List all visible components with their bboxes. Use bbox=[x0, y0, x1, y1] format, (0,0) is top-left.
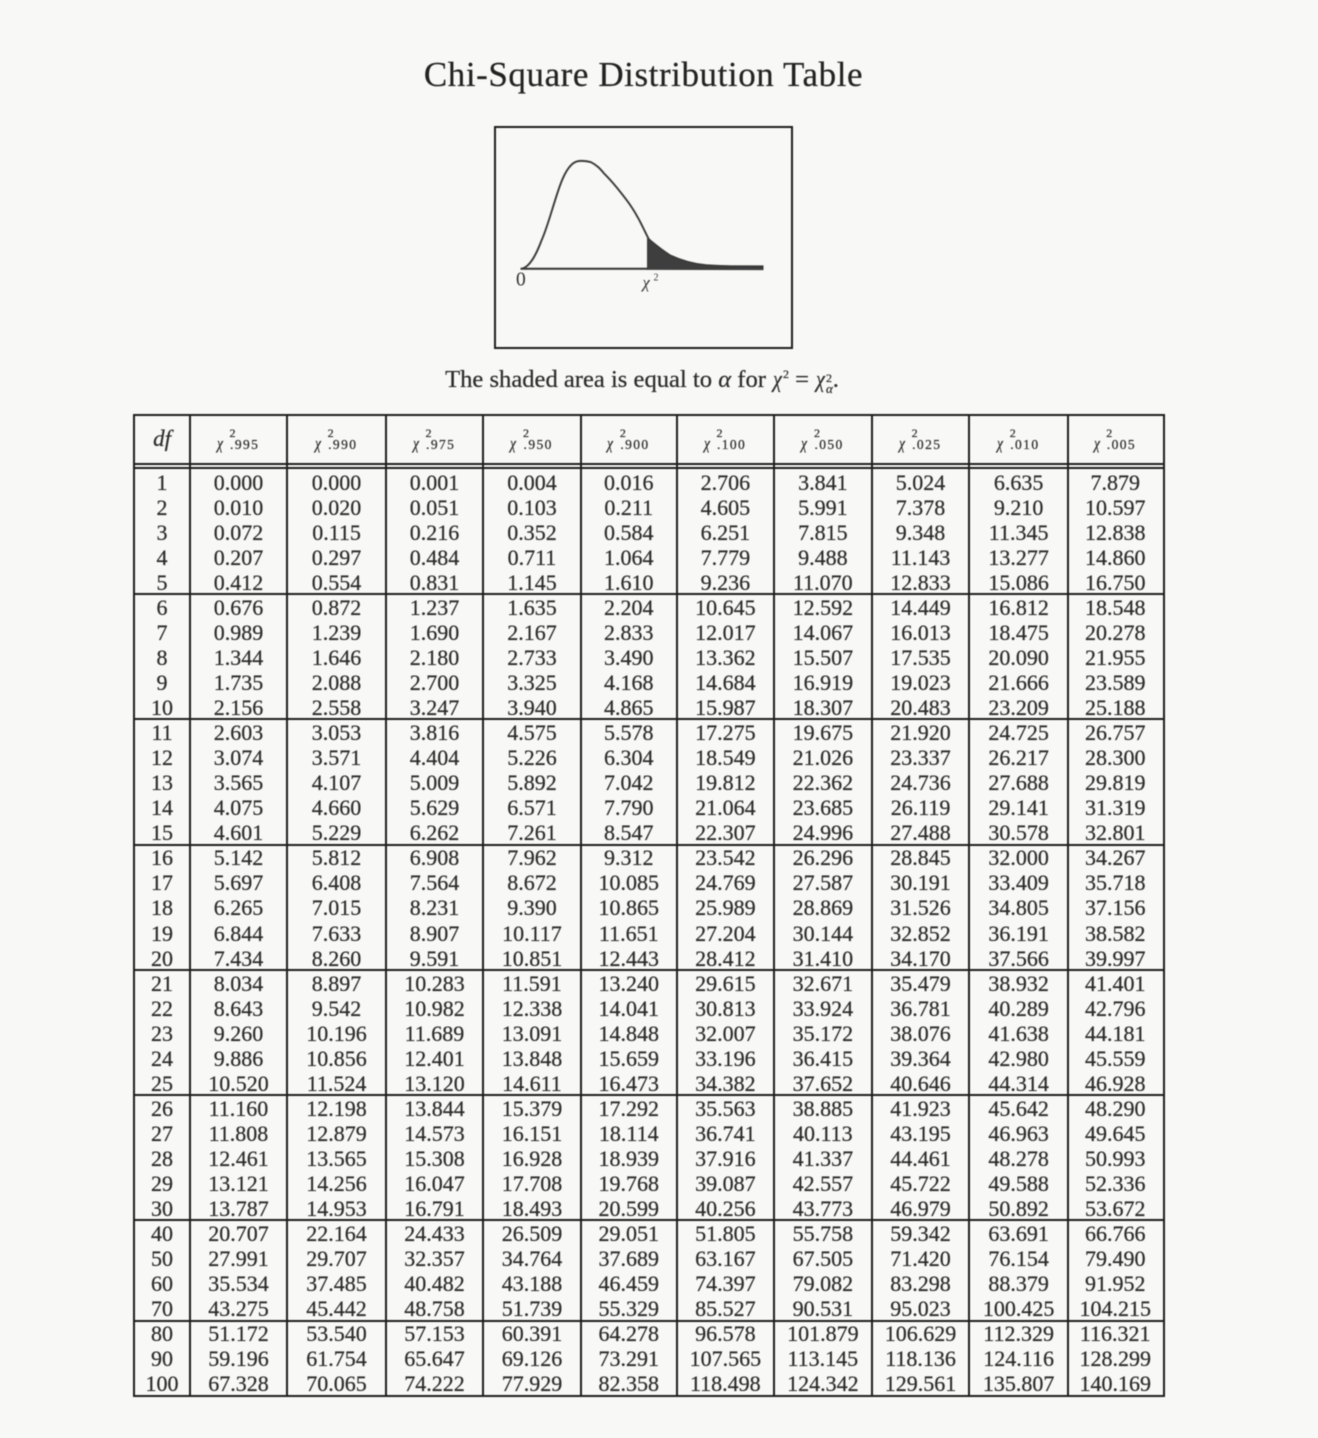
svg-text:2: 2 bbox=[654, 272, 659, 283]
svg-text:χ: χ bbox=[641, 273, 651, 292]
svg-text:0: 0 bbox=[516, 269, 526, 290]
